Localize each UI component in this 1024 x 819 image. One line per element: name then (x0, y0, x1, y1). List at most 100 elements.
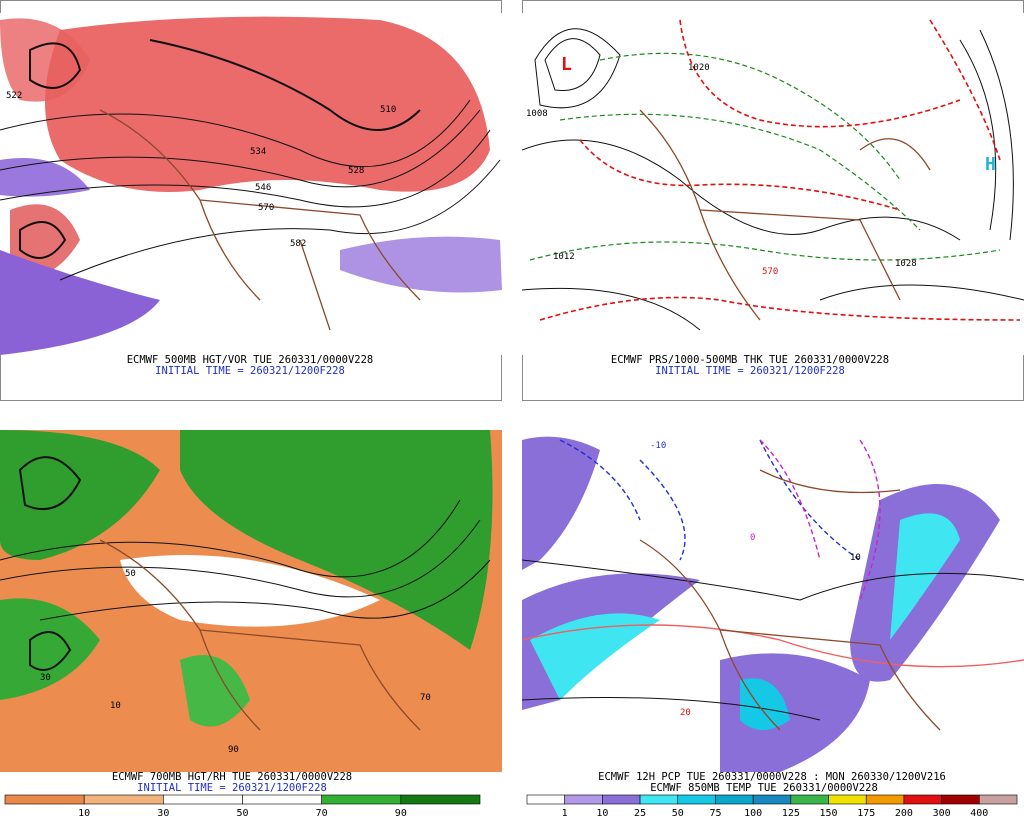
vorticity-neg (340, 236, 502, 293)
temp-contour (559, 439, 861, 561)
colorbar: 10 30 50 70 90 (4, 794, 481, 819)
colorbar-swatch (321, 794, 402, 805)
colorbar-swatch (790, 794, 829, 805)
map-700mb (0, 430, 502, 772)
contour-label: 90 (228, 745, 239, 755)
colorbar-label: 200 (895, 808, 913, 819)
contour-label: -10 (650, 441, 666, 451)
contour-label: 570 (762, 267, 778, 277)
coastline (99, 539, 421, 731)
humidity (180, 430, 493, 650)
colorbar-swatch (677, 794, 716, 805)
colorbar-label: 70 (316, 808, 328, 819)
contour (0, 99, 471, 168)
contour (0, 499, 491, 621)
colorbar-label: 30 (157, 808, 169, 819)
colorbar-swatch (865, 794, 905, 805)
colorbar-label: 10 (596, 808, 608, 819)
colorbar-swatch (602, 794, 641, 805)
precip (890, 513, 960, 640)
contour (149, 39, 421, 131)
contour-label: 70 (420, 693, 431, 703)
contour-label: 1008 (526, 109, 548, 119)
colorbar-label: 400 (970, 808, 988, 819)
isobar (534, 28, 621, 109)
vorticity (0, 18, 90, 102)
initial-time: INITIAL TIME = 260321/1200F228 (655, 365, 845, 377)
coastline (639, 469, 941, 731)
coastline (99, 109, 421, 331)
contour-label: 546 (255, 183, 271, 193)
humidity (0, 430, 160, 560)
contour-label: 10 (850, 553, 861, 563)
vorticity (10, 204, 80, 276)
temp-contour (522, 624, 1024, 668)
precip (530, 613, 660, 700)
colorbar-swatch (83, 794, 164, 805)
contour-label: 30 (40, 673, 51, 683)
map-pressure (522, 13, 1024, 355)
colorbar-swatch (752, 794, 792, 805)
low-marker: L (561, 54, 572, 75)
map-500mb (0, 13, 502, 355)
caption: ECMWF 500MB HGT/VOR TUE 260331/0000V228 (127, 354, 374, 366)
colorbar-swatch (715, 794, 754, 805)
colorbar-swatch (639, 794, 679, 805)
contour (0, 129, 491, 208)
contour-label: 582 (290, 239, 306, 249)
contour-label: 522 (6, 91, 22, 101)
colorbar-label: 125 (782, 808, 800, 819)
contour-label: 1028 (895, 259, 917, 269)
contour-label: 534 (250, 147, 266, 157)
initial-time: INITIAL TIME = 260321/1200F228 (155, 365, 345, 377)
contour-label: 0 (750, 533, 755, 543)
contour (0, 109, 481, 188)
contour-label: 1012 (553, 252, 575, 262)
map-bg (522, 13, 1024, 355)
colorbar-label: 90 (395, 808, 407, 819)
isobar (522, 559, 1024, 721)
colorbar-label: 175 (857, 808, 875, 819)
colorbar-label: 75 (709, 808, 721, 819)
caption: ECMWF 850MB TEMP TUE 260331/0000V228 (650, 782, 878, 794)
colorbar-label: 50 (236, 808, 248, 819)
colorbar-label: 1 (562, 808, 568, 819)
colorbar-swatch (903, 794, 942, 805)
contour-label: 50 (125, 569, 136, 579)
humidity (0, 598, 100, 700)
isobar (522, 284, 1024, 331)
caption: ECMWF 12H PCP TUE 260331/0000V228 : MON … (598, 771, 946, 783)
colorbar-swatch (941, 794, 980, 805)
colorbar-swatch (979, 794, 1018, 805)
colorbar-label: 300 (933, 808, 951, 819)
colorbar-swatch (828, 794, 867, 805)
contour-label: 570 (258, 203, 274, 213)
humidity (180, 655, 250, 727)
caption: ECMWF PRS/1000-500MB THK TUE 260331/0000… (611, 354, 889, 366)
map-precip (522, 430, 1024, 772)
vorticity (45, 16, 490, 192)
colorbar-label: 100 (744, 808, 762, 819)
colorbar-swatch (163, 794, 243, 805)
contour-label: 528 (348, 166, 364, 176)
temp-contour (759, 439, 881, 601)
contour-label: 20 (680, 708, 691, 718)
thickness (529, 52, 1001, 261)
precip (740, 678, 790, 730)
contour-label: 10 (110, 701, 121, 711)
caption: ECMWF 700MB HGT/RH TUE 260331/0000V228 (112, 771, 352, 783)
high-marker: H (985, 154, 996, 175)
vorticity-neg (0, 158, 90, 197)
isobar (959, 29, 1014, 241)
colorbar-swatch (400, 794, 481, 805)
precip (522, 436, 600, 570)
colorbar-label: 150 (820, 808, 838, 819)
contour-label: 1020 (688, 63, 710, 73)
colorbar-swatch (242, 794, 322, 805)
colorbar-swatch (4, 794, 85, 805)
contour (19, 42, 82, 259)
contour (18, 456, 82, 671)
thickness (539, 19, 1021, 321)
